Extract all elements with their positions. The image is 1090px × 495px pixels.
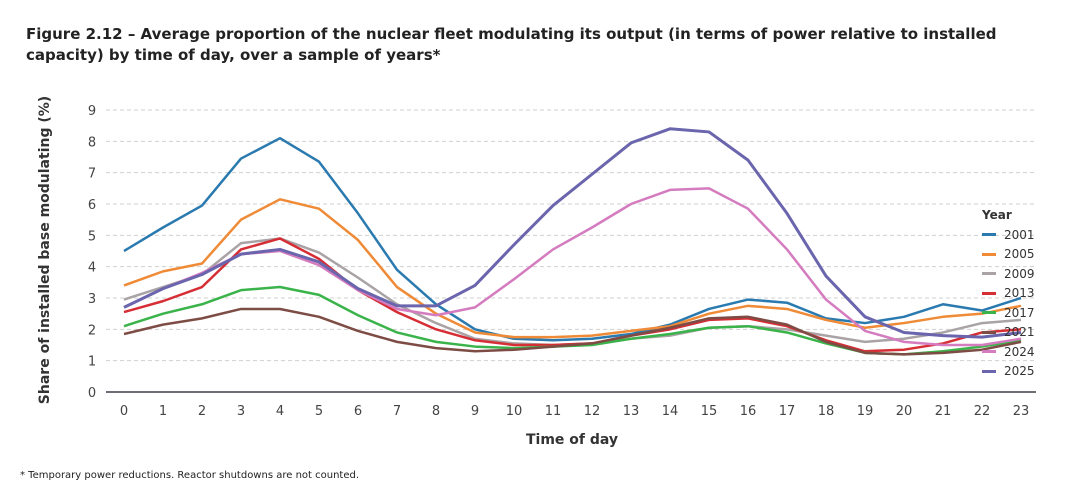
x-tick-label: 11 [545,404,562,419]
y-tick-label: 5 [88,229,96,244]
series-line-2021 [123,307,1022,356]
x-tick-label: 10 [506,404,523,419]
series-line-2013 [123,237,1022,353]
legend-item-2005: 2005 [982,245,1035,265]
x-tick-label: 4 [276,404,284,419]
legend-item-2021: 2021 [982,323,1035,343]
legend-item-2017: 2017 [982,303,1035,323]
y-tick-label: 0 [88,386,96,401]
legend-label: 2013 [1004,286,1035,301]
legend-swatch [982,330,996,334]
series-line-2025 [123,127,1022,339]
x-tick-label: 6 [354,404,362,419]
chart-title: Figure 2.12 – Average proportion of the … [26,25,997,64]
x-tick-label: 12 [584,404,601,419]
x-tick-label: 23 [1013,404,1030,419]
x-tick-label: 9 [471,404,479,419]
x-tick-label: 17 [779,404,796,419]
legend-label: 2021 [1004,325,1035,340]
x-tick-label: 13 [623,404,640,419]
x-tick-label: 18 [818,404,835,419]
legend-swatch [982,252,996,256]
legend-label: 2005 [1004,247,1035,262]
legend-label: 2009 [1004,266,1035,281]
footnote: * Temporary power reductions. Reactor sh… [20,470,360,481]
x-tick-label: 1 [159,404,167,419]
y-tick-label: 4 [88,261,96,276]
x-tick-label: 21 [935,404,952,419]
x-tick-label: 14 [662,404,679,419]
y-tick-label: 9 [88,104,96,119]
x-tick-label: 3 [237,404,245,419]
legend-swatch [982,311,996,315]
legend-label: 2001 [1004,227,1035,242]
x-tick-label: 19 [857,404,874,419]
x-tick-label: 2 [198,404,206,419]
y-tick-label: 1 [88,355,96,370]
legend-item-2024: 2024 [982,342,1035,362]
y-tick-label: 3 [88,292,96,307]
x-tick-label: 8 [432,404,440,419]
y-axis-label: Share of installed base modulating (%) [37,95,53,405]
x-tick-label: 7 [393,404,401,419]
legend-swatch [982,233,996,237]
legend-swatch [982,369,996,373]
legend-label: 2025 [1004,364,1035,379]
legend-swatch [982,291,996,295]
x-tick-label: 16 [740,404,757,419]
legend: Year 2001 2005 2009 2013 2017 2021 2024 2025 [982,208,1035,381]
x-tick-label: 20 [896,404,913,419]
series-line-2001 [123,136,1022,342]
y-tick-label: 6 [88,198,96,213]
legend-swatch [982,350,996,354]
x-tick-label: 15 [701,404,718,419]
legend-title: Year [982,208,1012,222]
legend-item-2009: 2009 [982,264,1035,284]
x-axis-label: Time of day [525,432,619,448]
x-tick-label: 22 [974,404,991,419]
legend-item-2013: 2013 [982,284,1035,304]
series-line-2005 [123,198,1022,339]
y-tick-label: 8 [88,135,96,150]
legend-swatch [982,272,996,276]
legend-item-2001: 2001 [982,225,1035,245]
y-tick-label: 2 [88,323,96,338]
x-tick-label: 0 [120,404,128,419]
y-tick-label: 7 [88,167,96,182]
x-tick-label: 5 [315,404,323,419]
legend-item-2025: 2025 [982,362,1035,382]
legend-label: 2017 [1004,305,1035,320]
legend-label: 2024 [1004,344,1035,359]
